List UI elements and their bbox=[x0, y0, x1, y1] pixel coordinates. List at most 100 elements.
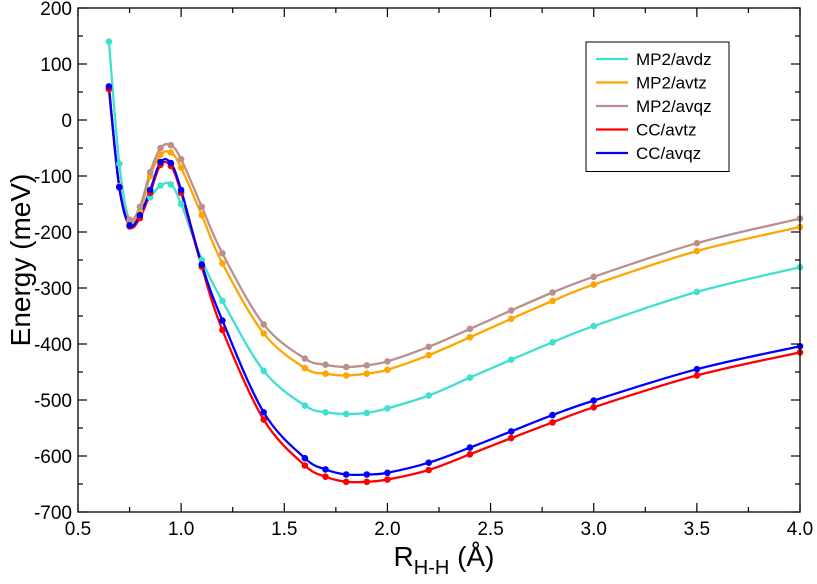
data-point-mp2-avtz bbox=[260, 330, 268, 337]
x-tick-label: 4.0 bbox=[787, 519, 813, 540]
y-tick-label: -700 bbox=[34, 503, 72, 524]
y-tick-label: -100 bbox=[34, 167, 72, 188]
data-point-cc-avtz bbox=[219, 326, 226, 334]
data-point-mp2-avqz bbox=[549, 289, 556, 296]
x-axis-ticks: 0.5 1.0 1.5 2.0 2.5 3.0 3.5 4.0 bbox=[65, 8, 813, 540]
data-point-mp2-avdz bbox=[219, 297, 226, 305]
y-tick-label: 0 bbox=[61, 111, 72, 132]
data-point-mp2-avqz bbox=[177, 155, 185, 163]
data-point-mp2-avqz bbox=[425, 343, 433, 351]
data-point-cc-avqz bbox=[136, 211, 144, 219]
y-tick-label: -300 bbox=[34, 279, 72, 300]
legend-label-cc-avtz: CC/avtz bbox=[636, 121, 696, 140]
legend-label-mp2-avqz: MP2/avqz bbox=[636, 97, 712, 116]
data-point-cc-avqz bbox=[322, 466, 329, 473]
data-point-mp2-avtz bbox=[384, 366, 391, 374]
data-point-cc-avqz bbox=[157, 158, 164, 166]
data-point-cc-avtz bbox=[590, 404, 597, 411]
data-point-mp2-avqz bbox=[693, 239, 701, 247]
data-point-mp2-avtz bbox=[466, 334, 474, 341]
data-point-cc-avqz bbox=[167, 159, 175, 167]
data-point-mp2-avdz bbox=[693, 288, 701, 296]
data-point-cc-avtz bbox=[301, 462, 309, 469]
data-point-mp2-avqz bbox=[342, 363, 350, 371]
data-point-mp2-avqz bbox=[260, 321, 268, 328]
data-point-mp2-avdz bbox=[301, 402, 309, 409]
data-point-cc-avqz bbox=[105, 83, 113, 90]
legend-label-mp2-avdz: MP2/avdz bbox=[636, 50, 712, 69]
data-point-cc-avqz bbox=[301, 454, 309, 462]
data-point-mp2-avtz bbox=[198, 211, 206, 219]
y-tick-label: -500 bbox=[34, 391, 72, 412]
data-point-cc-avqz bbox=[146, 186, 154, 194]
data-point-mp2-avdz bbox=[157, 182, 164, 189]
x-tick-label: 1.0 bbox=[168, 519, 194, 540]
data-point-cc-avqz bbox=[693, 365, 701, 373]
x-axis-title: RH-H (Å) bbox=[394, 541, 495, 579]
data-point-mp2-avdz bbox=[466, 374, 474, 381]
x-tick-label: 3.5 bbox=[684, 519, 710, 540]
data-point-mp2-avqz bbox=[590, 273, 597, 281]
data-point-mp2-avqz bbox=[384, 358, 391, 365]
data-point-cc-avqz bbox=[363, 471, 371, 478]
data-point-mp2-avdz bbox=[507, 356, 515, 364]
y-axis-ticks: -700 -600 -500 -400 -300 -200 -100 0 100 200 bbox=[34, 0, 800, 524]
y-tick-label: 100 bbox=[40, 55, 72, 76]
data-point-cc-avtz bbox=[507, 434, 515, 442]
data-point-mp2-avqz bbox=[198, 203, 206, 211]
data-point-cc-avtz bbox=[425, 466, 433, 474]
data-point-cc-avqz bbox=[507, 428, 515, 435]
x-axis-title-unit: (Å) bbox=[449, 541, 494, 572]
data-point-mp2-avqz bbox=[466, 325, 474, 333]
legend-label-mp2-avtz: MP2/avtz bbox=[636, 74, 707, 93]
data-point-mp2-avqz bbox=[219, 250, 226, 257]
data-point-cc-avtz bbox=[549, 419, 556, 426]
data-point-cc-avqz bbox=[116, 183, 123, 191]
x-axis-title-subscript: H-H bbox=[414, 557, 450, 579]
data-point-mp2-avdz bbox=[167, 181, 175, 188]
data-point-mp2-avqz bbox=[322, 361, 329, 369]
x-axis-title-main: R bbox=[394, 541, 414, 572]
data-point-cc-avqz bbox=[549, 411, 556, 419]
y-tick-label: -200 bbox=[34, 223, 72, 244]
data-point-cc-avtz bbox=[322, 473, 329, 481]
data-point-cc-avqz bbox=[590, 397, 597, 404]
data-point-mp2-avtz bbox=[590, 281, 597, 288]
data-point-mp2-avdz bbox=[322, 409, 329, 416]
y-tick-label: -600 bbox=[34, 447, 72, 468]
legend: MP2/avdz MP2/avtz MP2/avqz CC/avtz CC/avqz bbox=[585, 41, 730, 172]
data-point-mp2-avtz bbox=[301, 364, 309, 372]
y-tick-label: 200 bbox=[40, 0, 72, 20]
series-points-cc-avqz bbox=[105, 83, 804, 478]
data-point-mp2-avtz bbox=[219, 260, 226, 267]
data-point-mp2-avtz bbox=[177, 164, 185, 171]
data-point-mp2-avtz bbox=[693, 247, 701, 255]
data-point-mp2-avtz bbox=[363, 370, 371, 378]
data-point-mp2-avdz bbox=[116, 160, 123, 167]
data-point-cc-avqz bbox=[260, 409, 268, 416]
data-point-mp2-avqz bbox=[157, 144, 164, 152]
data-point-mp2-avdz bbox=[384, 405, 391, 412]
y-tick-label: -400 bbox=[34, 335, 72, 356]
data-point-cc-avqz bbox=[384, 469, 391, 477]
legend-label-cc-avqz: CC/avqz bbox=[636, 144, 701, 163]
data-point-mp2-avtz bbox=[322, 370, 329, 378]
data-point-mp2-avtz bbox=[549, 297, 556, 305]
data-point-mp2-avqz bbox=[507, 307, 515, 314]
data-point-mp2-avdz bbox=[363, 409, 371, 417]
data-point-mp2-avtz bbox=[157, 151, 164, 158]
data-point-mp2-avdz bbox=[105, 38, 113, 45]
data-point-mp2-avqz bbox=[301, 355, 309, 362]
data-point-cc-avqz bbox=[219, 317, 226, 324]
data-point-mp2-avtz bbox=[507, 315, 515, 323]
data-point-cc-avtz bbox=[466, 451, 474, 458]
data-point-cc-avqz bbox=[198, 261, 206, 268]
data-point-cc-avtz bbox=[363, 478, 371, 486]
data-point-cc-avqz bbox=[177, 186, 185, 194]
x-tick-label: 2.0 bbox=[374, 519, 400, 540]
data-point-mp2-avdz bbox=[425, 392, 433, 399]
data-point-cc-avqz bbox=[342, 471, 350, 478]
y-axis-title: Energy (meV) bbox=[5, 174, 36, 347]
x-tick-label: 2.5 bbox=[477, 519, 503, 540]
data-point-mp2-avtz bbox=[425, 351, 433, 359]
